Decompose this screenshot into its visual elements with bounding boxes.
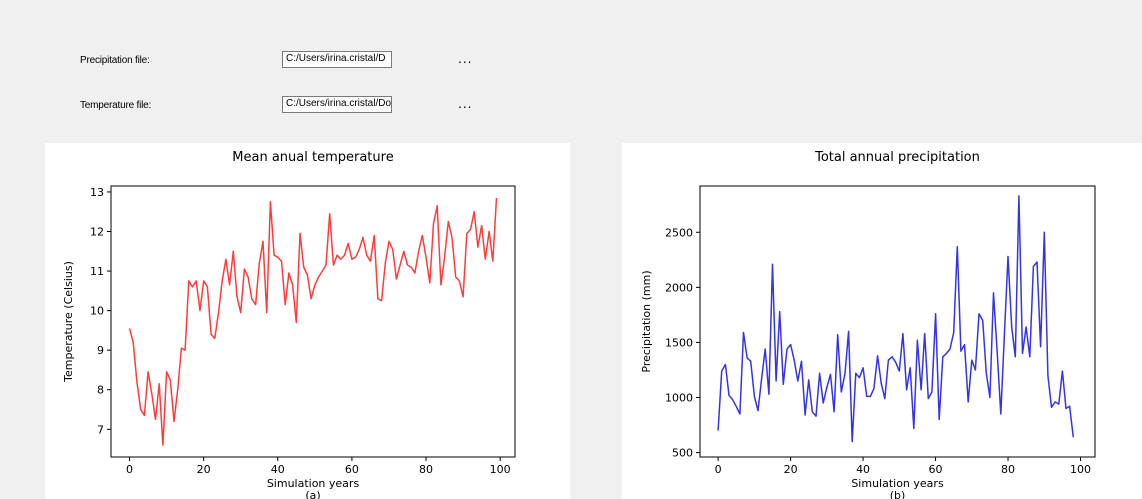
temperature-y-tick-label: 10 xyxy=(90,305,104,318)
temperature-browse-button[interactable]: ... xyxy=(458,97,473,111)
precipitation-x-tick-label: 60 xyxy=(929,463,943,476)
precipitation-caption: (b) xyxy=(890,489,906,499)
temperature-chart-panel: Mean anual temperature 0 20 40 60 80 100 7 8 9 10 1… xyxy=(45,143,570,499)
precipitation-x-tick-label: 0 xyxy=(715,463,722,476)
temperature-file-field[interactable]: C:/Users/irina.cristal/Do xyxy=(282,96,392,113)
temperature-x-axis-label: Simulation years xyxy=(267,477,360,490)
temperature-file-label: Temperature file: xyxy=(80,100,152,111)
precipitation-axes-frame xyxy=(699,185,1096,458)
precipitation-chart-panel: Total annual precipitation 0 20 40 60 80 100 50… xyxy=(622,143,1142,499)
precipitation-chart-title: Total annual precipitation xyxy=(814,150,980,165)
precipitation-file-label: Precipitation file: xyxy=(80,55,150,66)
precipitation-y-axis-label: Precipitation (mm) xyxy=(640,270,653,372)
precipitation-y-tick-label: 1000 xyxy=(665,392,693,405)
temperature-x-tick-label: 80 xyxy=(419,463,433,476)
temperature-caption: (a) xyxy=(305,489,320,499)
temperature-x-tick-label: 100 xyxy=(490,463,511,476)
precipitation-series-line xyxy=(717,195,1075,443)
temperature-y-tick-label: 8 xyxy=(97,384,104,397)
temperature-y-tick-label: 7 xyxy=(97,423,104,436)
temperature-y-axis-label: Temperature (Celsius) xyxy=(62,261,75,383)
temperature-x-tick-label: 40 xyxy=(271,463,285,476)
temperature-chart-title: Mean anual temperature xyxy=(232,150,393,165)
precipitation-y-tick-label: 1500 xyxy=(665,336,693,349)
precipitation-x-tick-label: 100 xyxy=(1070,463,1091,476)
temperature-axes-frame xyxy=(110,185,516,458)
precipitation-y-tick-label: 500 xyxy=(672,447,693,460)
precipitation-x-axis-label: Simulation years xyxy=(851,477,944,490)
temperature-x-tick-label: 20 xyxy=(197,463,211,476)
precipitation-x-tick-label: 40 xyxy=(856,463,870,476)
precipitation-file-field[interactable]: C:/Users/irina.cristal/D xyxy=(282,51,392,68)
temperature-x-tick-label: 0 xyxy=(126,463,133,476)
precipitation-browse-button[interactable]: ... xyxy=(458,52,473,66)
temperature-chart: Mean anual temperature 0 20 40 60 80 100 7 8 9 10 1… xyxy=(62,150,516,499)
temperature-series-line xyxy=(128,197,498,446)
temperature-y-tick-label: 12 xyxy=(90,225,104,238)
temperature-y-tick-label: 13 xyxy=(90,186,104,199)
temperature-x-tick-label: 60 xyxy=(345,463,359,476)
temperature-y-tick-label: 11 xyxy=(90,265,104,278)
precipitation-x-tick-label: 20 xyxy=(784,463,798,476)
precipitation-y-tick-label: 2000 xyxy=(665,281,693,294)
temperature-y-tick-label: 9 xyxy=(97,344,104,357)
precipitation-chart: Total annual precipitation 0 20 40 60 80 100 50… xyxy=(640,150,1096,499)
precipitation-y-tick-label: 2500 xyxy=(665,226,693,239)
precipitation-x-tick-label: 80 xyxy=(1001,463,1015,476)
